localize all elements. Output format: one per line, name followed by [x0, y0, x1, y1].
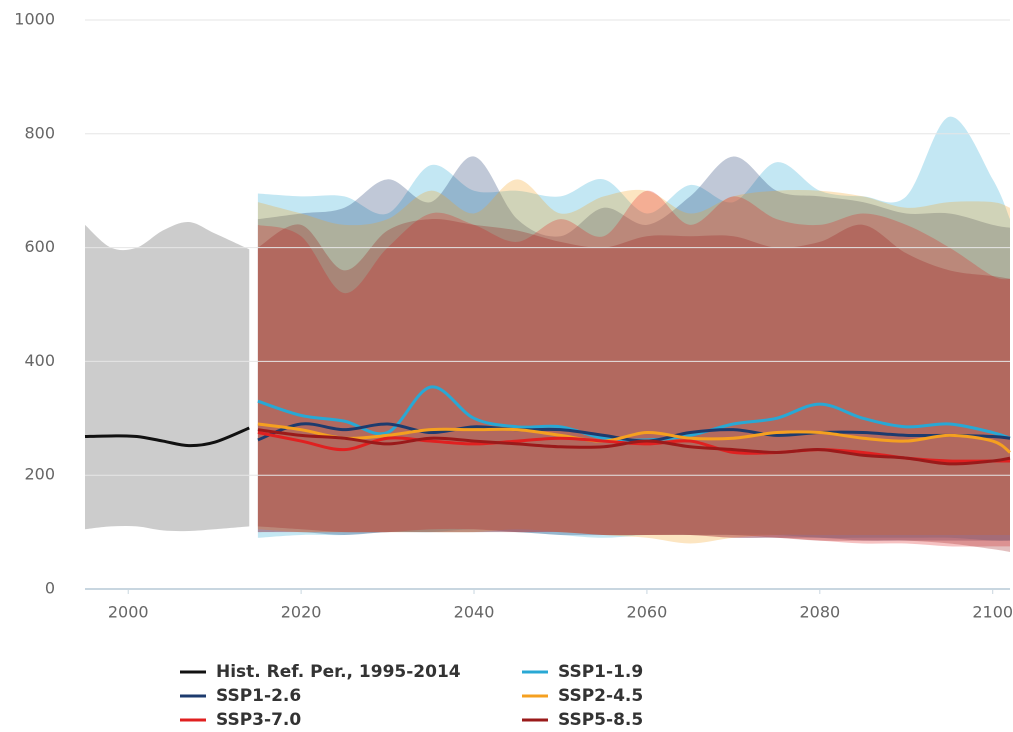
x-tick-label: 2020: [281, 603, 322, 622]
uncertainty-band: [257, 190, 1010, 547]
uncertainty-band: [257, 156, 1010, 541]
legend-label: SSP1-1.9: [558, 662, 643, 682]
uncertainty-band: [257, 219, 1010, 553]
y-tick-label: 200: [24, 465, 55, 484]
y-tick-label: 0: [45, 579, 55, 598]
x-tick-label: 2000: [108, 603, 149, 622]
uncertainty-band: [85, 221, 250, 532]
legend: Hist. Ref. Per., 1995-2014 SSP1-1.9 SSP1-2…: [180, 662, 643, 730]
series-line: [257, 422, 1011, 454]
legend-label: SSP3-7.0: [216, 710, 301, 730]
axes: 0 200 400 600 800 1000 2000 2020 2040 2060 2080 210…: [14, 10, 1013, 622]
x-tick-label: 2040: [454, 603, 495, 622]
x-tick-label: 2100: [972, 603, 1013, 622]
legend-label: SSP1-2.6: [216, 686, 301, 706]
legend-label: Hist. Ref. Per., 1995-2014: [216, 662, 461, 682]
legend-label: SSP5-8.5: [558, 710, 643, 730]
uncertainty-band: [257, 116, 1010, 541]
legend-label: SSP2-4.5: [558, 686, 643, 706]
x-tick-label: 2080: [799, 603, 840, 622]
x-tick-label: 2060: [627, 603, 668, 622]
series-line: [84, 426, 250, 448]
y-tick-label: 800: [24, 123, 55, 142]
series-line: [257, 428, 1011, 466]
y-tick-label: 400: [24, 351, 55, 370]
y-tick-label: 1000: [14, 10, 55, 29]
lines: [84, 385, 1011, 466]
bands: [85, 116, 1010, 553]
y-tick-label: 600: [24, 237, 55, 256]
